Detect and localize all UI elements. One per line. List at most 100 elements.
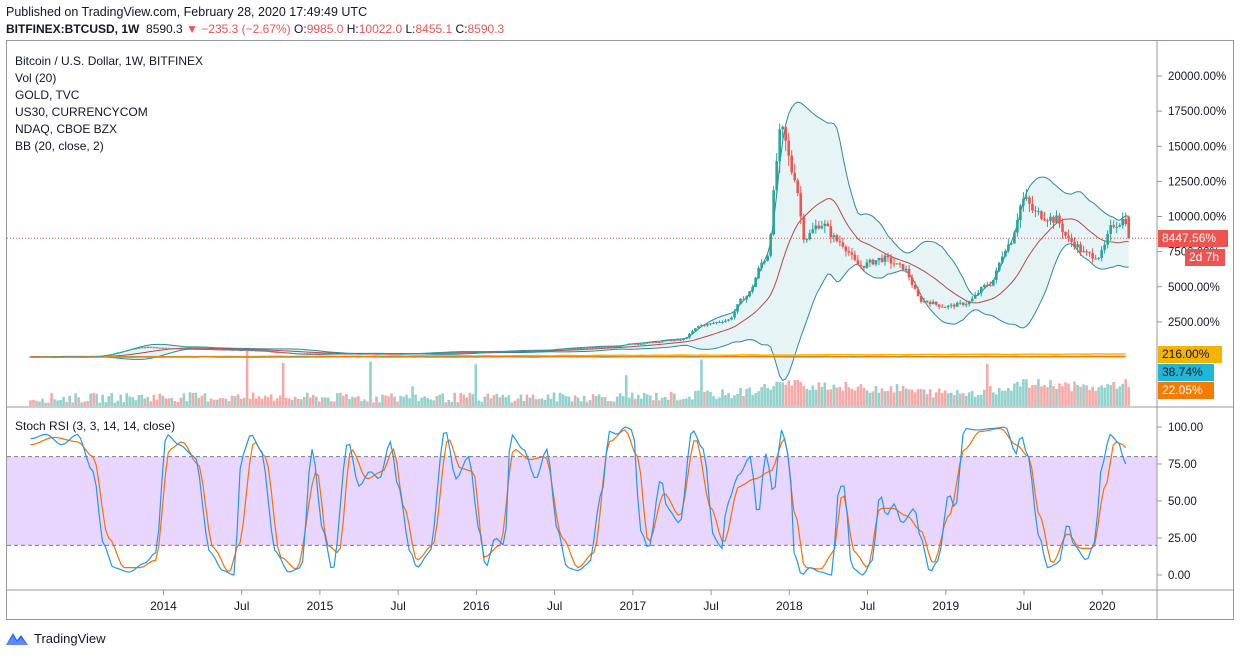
- candle-body: [489, 351, 493, 353]
- candle-body: [50, 356, 53, 358]
- volume-bar: [832, 384, 836, 406]
- candle-body: [420, 353, 423, 355]
- volume-bar: [874, 386, 878, 406]
- candle-body: [197, 348, 201, 350]
- volume-bar: [351, 396, 354, 406]
- candle-body: [958, 302, 962, 304]
- candle-body: [907, 268, 911, 278]
- legend-ndaq[interactable]: NDAQ, CBOE BZX: [15, 122, 118, 136]
- volume-bar: [447, 399, 451, 406]
- legend-symbol[interactable]: Bitcoin / U.S. Dollar, 1W, BITFINEX: [15, 54, 204, 68]
- candle-body: [86, 356, 89, 358]
- time-tick-label: Jul: [703, 599, 718, 613]
- volume-bar: [260, 398, 264, 406]
- candle-body: [101, 355, 104, 357]
- legend-bb[interactable]: BB (20, close, 2): [15, 139, 104, 153]
- candle-body: [200, 348, 204, 350]
- candle-body: [212, 349, 216, 351]
- volume-bar: [212, 399, 216, 406]
- candle-body: [940, 306, 944, 308]
- candle-body: [967, 301, 971, 305]
- candle-body: [1097, 257, 1100, 259]
- candle-body: [745, 296, 748, 300]
- volume-bar: [582, 395, 586, 406]
- candle-body: [609, 346, 613, 348]
- candle-body: [191, 348, 195, 350]
- volume-bar: [561, 394, 565, 406]
- volume-bar: [895, 384, 899, 406]
- time-tick-label: Jul: [1016, 599, 1031, 613]
- candle-body: [537, 350, 541, 352]
- candle-body: [916, 289, 920, 297]
- volume-bar: [462, 394, 466, 406]
- tradingview-logo[interactable]: TradingView: [6, 628, 106, 648]
- candle-body: [588, 347, 592, 349]
- candle-body: [621, 345, 625, 347]
- candle-body: [706, 323, 709, 326]
- volume-bar: [188, 392, 192, 406]
- candle-body: [507, 351, 511, 353]
- volume-bar: [209, 398, 213, 406]
- volume-bar: [883, 391, 887, 406]
- candle-body: [913, 285, 917, 290]
- volume-bar: [333, 401, 336, 406]
- candle-body: [248, 349, 252, 351]
- candle-body: [976, 292, 980, 295]
- candle-body: [763, 260, 766, 263]
- candle-body: [961, 302, 965, 305]
- volume-bar: [315, 396, 318, 406]
- candle-body: [275, 352, 279, 354]
- volume-bar: [1040, 386, 1043, 406]
- candle-body: [820, 225, 824, 229]
- candle-body: [260, 350, 264, 352]
- volume-bar: [507, 395, 511, 406]
- volume-bar: [378, 402, 381, 406]
- main-pane[interactable]: [7, 41, 1157, 406]
- volume-bar: [414, 394, 417, 406]
- candle-body: [498, 351, 502, 353]
- volume-bar: [510, 402, 514, 406]
- volume-bar: [724, 395, 727, 406]
- candle-body: [299, 353, 303, 355]
- candle-body: [835, 235, 839, 242]
- volume-bar: [703, 391, 706, 406]
- candle-body: [366, 353, 369, 355]
- candle-body: [495, 351, 499, 353]
- candle-body: [62, 356, 65, 358]
- open-label: O:: [294, 22, 307, 36]
- candle-body: [576, 348, 580, 350]
- volume-bar: [799, 382, 803, 406]
- volume-bar: [113, 402, 117, 406]
- candle-body: [411, 353, 414, 355]
- volume-bar: [850, 388, 854, 406]
- candle-body: [724, 320, 727, 322]
- candle-body: [287, 352, 291, 354]
- volume-bar: [1016, 381, 1019, 406]
- candle-body: [877, 257, 881, 261]
- volume-bar: [266, 397, 270, 406]
- legend-gold[interactable]: GOLD, TVC: [15, 88, 80, 102]
- candle-body: [664, 340, 667, 342]
- legend-stoch-rsi[interactable]: Stoch RSI (3, 3, 14, 14, close): [15, 419, 176, 433]
- volume-bar: [426, 398, 429, 406]
- close-label: C:: [455, 22, 468, 36]
- volume-bar: [417, 401, 420, 406]
- legend-us30[interactable]: US30, CURRENCYCOM: [15, 105, 148, 119]
- candle-body: [269, 351, 273, 353]
- volume-bar: [134, 400, 138, 406]
- candle-body: [1028, 197, 1031, 204]
- volume-bar: [757, 391, 760, 406]
- candle-body: [203, 348, 207, 350]
- legend-volume[interactable]: Vol (20): [15, 71, 57, 85]
- candle-body: [922, 300, 926, 302]
- chart-frame[interactable]: [6, 40, 1234, 620]
- candle-body: [636, 343, 640, 345]
- volume-bar: [645, 394, 649, 406]
- volume-bar: [495, 393, 499, 406]
- volume-bar: [958, 393, 962, 406]
- volume-bar: [682, 398, 685, 406]
- volume-bar: [721, 389, 724, 406]
- volume-bar: [697, 390, 700, 406]
- volume-bar: [1004, 390, 1007, 406]
